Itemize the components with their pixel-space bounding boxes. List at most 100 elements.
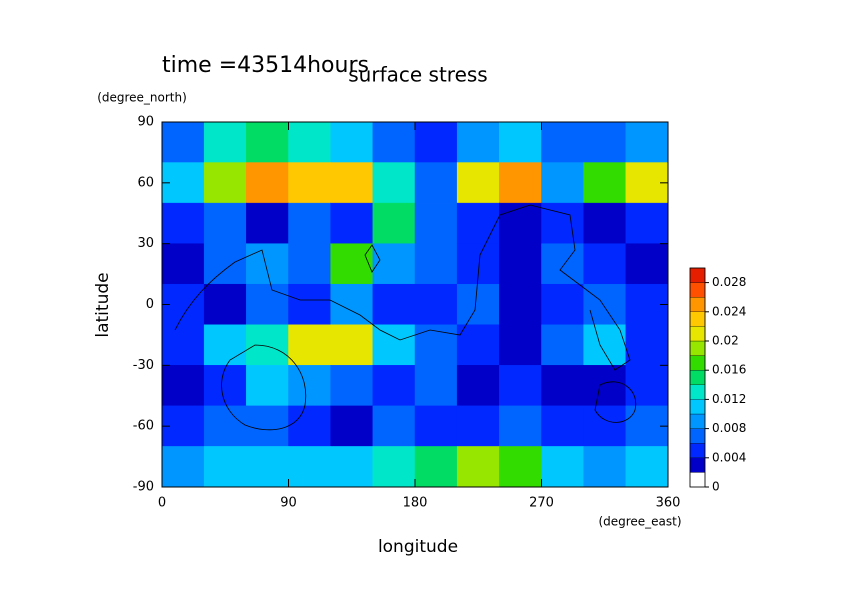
colorbar-band xyxy=(689,340,706,356)
coastline xyxy=(364,244,381,273)
cell xyxy=(288,202,331,244)
colorbar-band xyxy=(689,413,706,429)
cell xyxy=(456,405,500,447)
y-tick-label: 60 xyxy=(137,175,154,190)
colorbar-band xyxy=(689,326,706,342)
cell xyxy=(246,365,289,407)
cell xyxy=(203,365,247,407)
cell xyxy=(161,202,205,244)
cell xyxy=(288,243,331,285)
cell xyxy=(625,446,669,488)
cell xyxy=(583,162,627,204)
colorbar-band xyxy=(689,384,706,400)
y-tick-label: 30 xyxy=(137,236,154,251)
x-tick-label: 270 xyxy=(529,496,554,511)
cell xyxy=(372,283,416,326)
colorbar-band xyxy=(689,355,706,371)
cell xyxy=(541,446,584,488)
cell xyxy=(499,121,542,163)
cell xyxy=(203,446,247,488)
cell xyxy=(541,405,584,447)
cell xyxy=(372,121,416,163)
cell xyxy=(246,446,289,488)
cell xyxy=(583,405,627,447)
cell xyxy=(288,405,331,447)
y-axis-label: latitude xyxy=(93,272,113,337)
colorbar-band xyxy=(689,399,706,415)
colorbar-tick-label: 0.008 xyxy=(712,421,746,435)
cell xyxy=(583,365,627,407)
y-tick-label: 0 xyxy=(146,297,154,312)
cell xyxy=(246,162,289,204)
y-tick-label: 90 xyxy=(137,115,154,130)
cell xyxy=(288,365,331,407)
cell xyxy=(625,324,669,366)
colorbar-tick-label: 0.016 xyxy=(712,363,746,377)
cell xyxy=(330,202,374,244)
cell xyxy=(161,324,205,366)
cell xyxy=(414,405,458,447)
cell xyxy=(625,365,669,407)
cell xyxy=(330,162,374,204)
cell xyxy=(541,121,584,163)
cell xyxy=(203,162,247,204)
cell xyxy=(541,162,584,204)
colorbar-band xyxy=(689,267,706,283)
cell xyxy=(583,283,627,326)
cell xyxy=(288,121,331,163)
cell xyxy=(499,405,542,447)
colorbar-band xyxy=(689,443,706,458)
cell xyxy=(161,446,205,488)
cell xyxy=(414,162,458,204)
cell xyxy=(456,446,500,488)
cell xyxy=(330,446,374,488)
cell xyxy=(288,283,331,326)
cell xyxy=(203,202,247,244)
colorbar-band xyxy=(689,472,706,488)
cell xyxy=(456,162,500,204)
colorbar-frame xyxy=(689,267,706,488)
cell xyxy=(288,162,331,204)
cell xyxy=(161,365,205,407)
coastline xyxy=(594,381,637,423)
cell xyxy=(330,405,374,447)
cell xyxy=(246,121,289,163)
colorbar-tick-label: 0.024 xyxy=(712,304,746,318)
cell xyxy=(246,202,289,244)
cell xyxy=(203,405,247,447)
x-tick-label: 90 xyxy=(280,496,297,511)
field xyxy=(161,121,669,488)
cell xyxy=(246,405,289,447)
colorbar-tick-label: 0.004 xyxy=(712,450,746,464)
cell xyxy=(330,324,374,366)
cell xyxy=(541,324,584,366)
cell xyxy=(203,243,247,285)
cell xyxy=(203,121,247,163)
cell xyxy=(246,283,289,326)
cell xyxy=(414,121,458,163)
cell xyxy=(499,162,542,204)
cell xyxy=(456,283,500,326)
cell xyxy=(246,243,289,285)
cell xyxy=(246,324,289,366)
cell xyxy=(456,202,500,244)
cell xyxy=(414,365,458,407)
cell xyxy=(414,283,458,326)
colorbar-tick-label: 0.028 xyxy=(712,275,746,289)
x-axis-label: longitude xyxy=(378,537,458,557)
cell xyxy=(499,202,542,244)
cell xyxy=(583,324,627,366)
cell xyxy=(288,446,331,488)
cell xyxy=(583,121,627,163)
cell xyxy=(499,243,542,285)
cell xyxy=(583,202,627,244)
y-tick-label: -90 xyxy=(133,480,154,495)
cell xyxy=(330,243,374,285)
colorbar-tick-label: 0.02 xyxy=(712,334,739,348)
cell xyxy=(541,283,584,326)
chart-subtitle: time =43514hours xyxy=(162,53,369,78)
x-tick-label: 360 xyxy=(656,496,681,511)
cell xyxy=(456,121,500,163)
colorbar-band xyxy=(689,311,706,327)
